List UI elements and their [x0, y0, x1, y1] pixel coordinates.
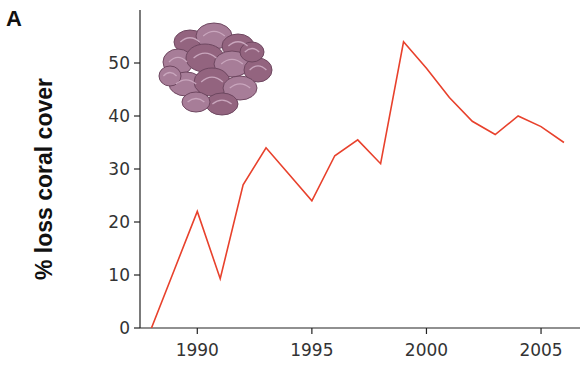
y-tick — [134, 168, 140, 169]
y-tick-label: 20 — [108, 212, 130, 232]
coral-highlight — [203, 31, 225, 36]
x-tick-label: 1990 — [176, 340, 219, 360]
y-tick — [134, 115, 140, 116]
y-tick — [134, 62, 140, 63]
coral-lobe — [182, 92, 210, 112]
x-tick-label: 1995 — [290, 340, 333, 360]
x-tick — [540, 328, 541, 334]
chart: A % loss coral cover 0 10 20 30 40 50 1990 1995 20… — [0, 0, 583, 375]
coral-highlight — [169, 57, 187, 62]
coral-highlight — [221, 59, 243, 64]
data-line — [151, 42, 564, 328]
x-tick — [197, 328, 198, 334]
coral-lobe — [240, 42, 264, 62]
y-tick-label: 40 — [108, 106, 130, 126]
y-axis-label: % loss coral cover — [31, 78, 57, 280]
coral-highlight — [163, 73, 176, 77]
coral-highlight — [194, 53, 217, 58]
x-tick — [311, 328, 312, 334]
y-tick — [134, 274, 140, 275]
panel-label: A — [6, 6, 22, 31]
y-tick-label: 50 — [108, 53, 130, 73]
coral-highlight — [188, 99, 205, 103]
x-tick — [426, 328, 427, 334]
x-tick-label: 2000 — [405, 340, 448, 360]
coral-highlight — [230, 84, 250, 88]
y-tick-label: 10 — [108, 265, 130, 285]
coral-highlight — [176, 80, 196, 84]
y-tick — [134, 221, 140, 222]
y-tick-label: 0 — [119, 318, 130, 338]
coral-highlight — [180, 38, 199, 42]
coral-icon — [159, 23, 272, 115]
y-tick-label: 30 — [108, 159, 130, 179]
coral-highlight — [250, 66, 267, 70]
coral-highlight — [212, 100, 231, 104]
coral-highlight — [228, 42, 247, 46]
y-tick — [134, 327, 140, 328]
coral-highlight — [245, 49, 259, 53]
plot-area — [151, 42, 564, 328]
coral-highlight — [201, 77, 223, 82]
x-tick-label: 2005 — [519, 340, 562, 360]
coral-lobe — [206, 93, 238, 115]
x-axis-line — [140, 327, 580, 328]
